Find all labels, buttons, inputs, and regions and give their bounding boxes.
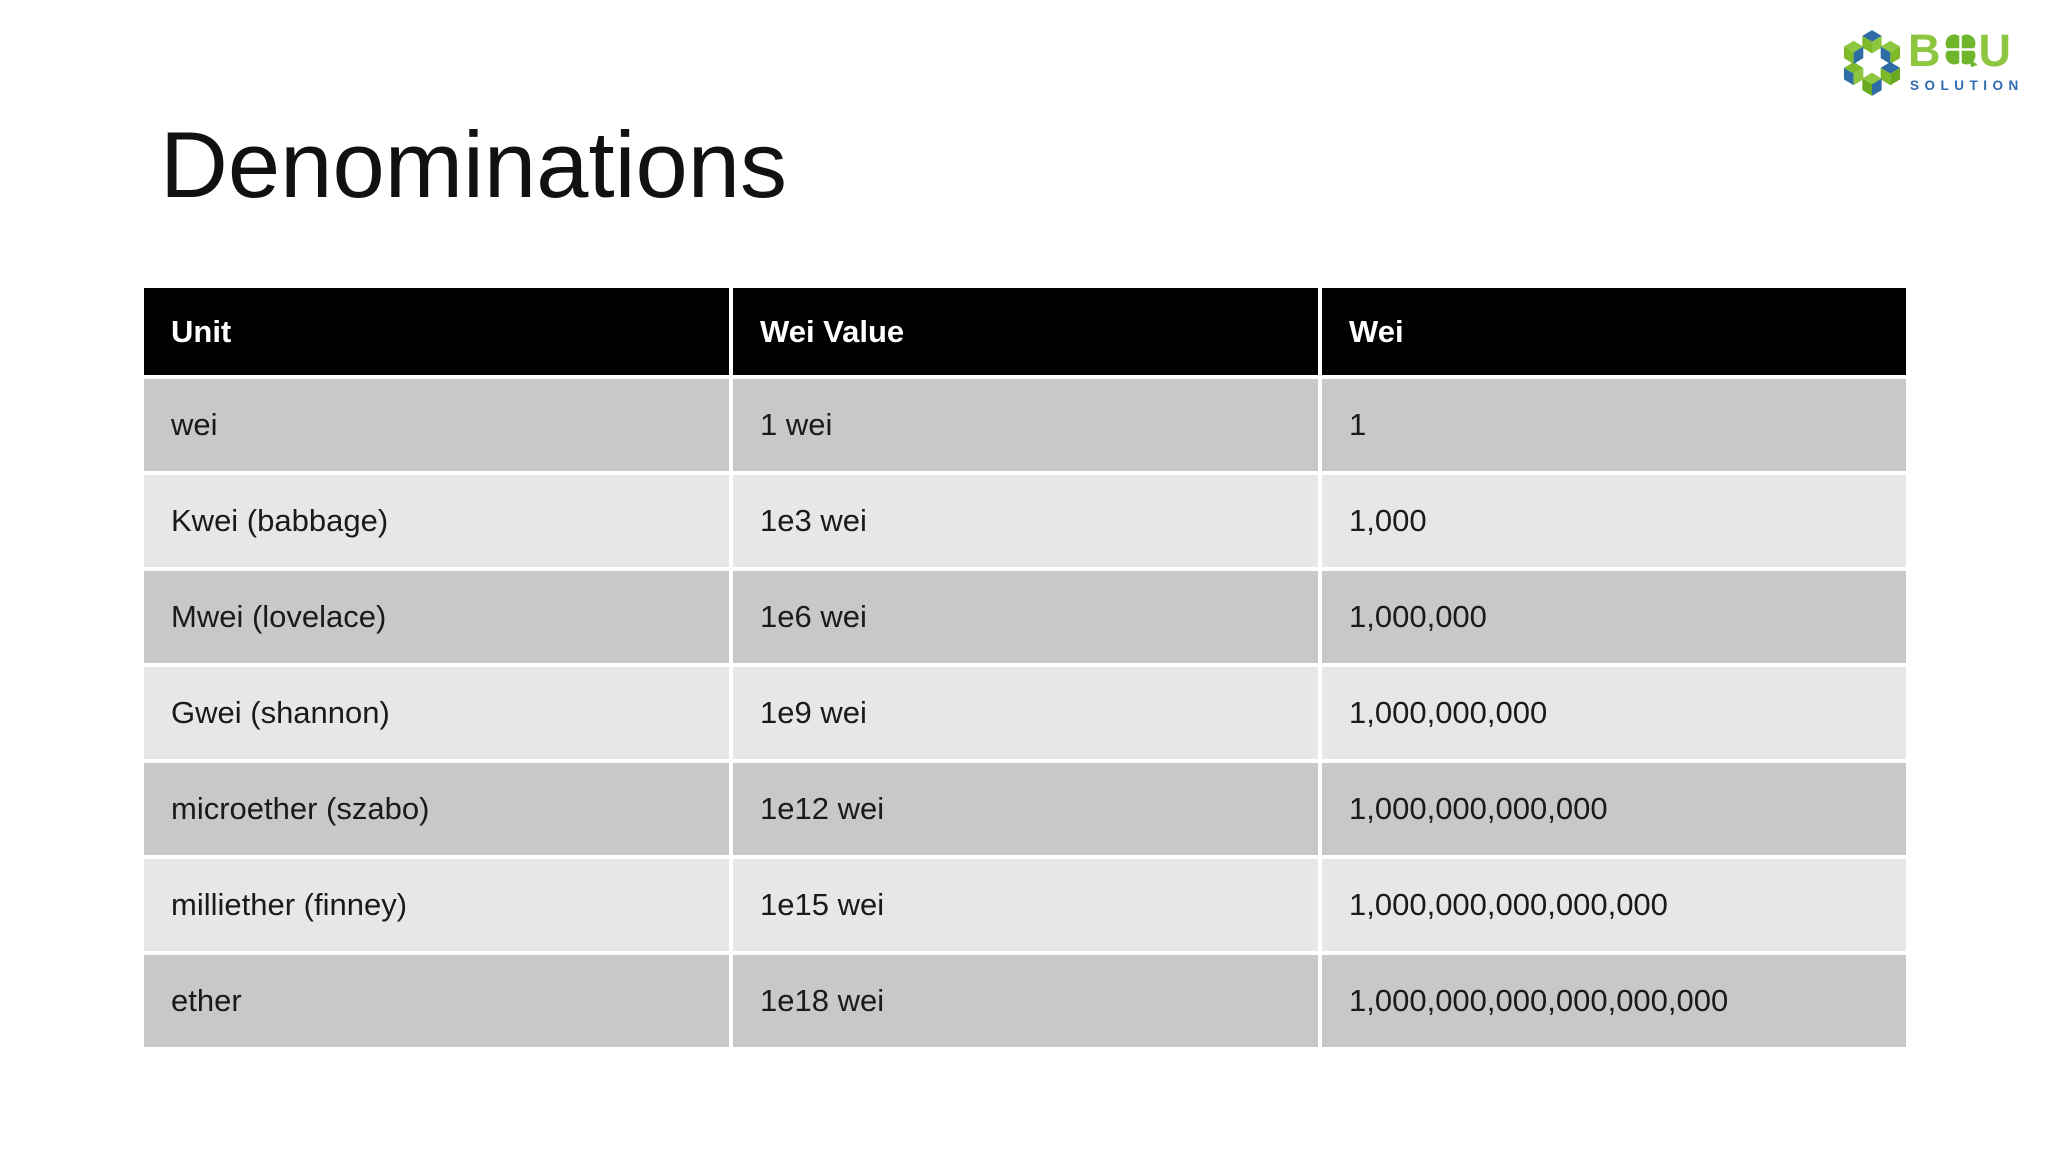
wei-value-cell: 1e18 wei (729, 951, 1322, 1051)
table-body: wei 1 wei 1 Kwei (babbage) 1e3 wei 1,000 Mwei … (140, 375, 1910, 1051)
table-row: milliether (finney) 1e15 wei 1,000,000,000… (140, 855, 1910, 955)
wei-value-cell: 1e15 wei (729, 855, 1322, 955)
wei-cell: 1,000,000,000,000,000,000 (1318, 951, 1910, 1051)
four-leaf-clover-icon (1943, 32, 1977, 68)
wei-value-cell: 1e9 wei (729, 663, 1322, 763)
unit-cell: milliether (finney) (140, 855, 733, 955)
table-row: Mwei (lovelace) 1e6 wei 1,000,000 (140, 567, 1910, 667)
column-header-wei-value: Wei Value (729, 284, 1322, 379)
unit-cell: ether (140, 951, 733, 1051)
table-row: Gwei (shannon) 1e9 wei 1,000,000,000 (140, 663, 1910, 763)
wei-cell: 1,000,000,000 (1318, 663, 1910, 763)
unit-cell: wei (140, 375, 733, 475)
hex-cube-cluster-icon (1843, 30, 1901, 96)
wei-cell: 1,000 (1318, 471, 1910, 571)
table-row: microether (szabo) 1e12 wei 1,000,000,000,… (140, 759, 1910, 859)
logo-text: B U SOLUTION (1908, 28, 2024, 93)
logo: B U SOLUTION (1843, 28, 2024, 98)
wei-value-cell: 1e6 wei (729, 567, 1322, 667)
unit-cell: microether (szabo) (140, 759, 733, 859)
wei-cell: 1,000,000 (1318, 567, 1910, 667)
table-row: wei 1 wei 1 (140, 375, 1910, 475)
logo-subtitle: SOLUTION (1910, 78, 2024, 93)
column-header-wei: Wei (1318, 284, 1910, 379)
logo-letter-b: B (1908, 25, 1941, 76)
wei-value-cell: 1e12 wei (729, 759, 1322, 859)
denominations-table: Unit Wei Value Wei wei 1 wei 1 Kwei (babbag… (140, 284, 1910, 1051)
wei-cell: 1 (1318, 375, 1910, 475)
logo-letter-u: U (1978, 25, 2012, 76)
unit-cell: Gwei (shannon) (140, 663, 733, 763)
wei-cell: 1,000,000,000,000,000 (1318, 855, 1910, 955)
table-row: Kwei (babbage) 1e3 wei 1,000 (140, 471, 1910, 571)
column-header-unit: Unit (140, 284, 733, 379)
page-title: Denominations (160, 112, 788, 217)
wei-value-cell: 1 wei (729, 375, 1322, 475)
unit-cell: Kwei (babbage) (140, 471, 733, 571)
table-row: ether 1e18 wei 1,000,000,000,000,000,000 (140, 951, 1910, 1051)
wei-value-cell: 1e3 wei (729, 471, 1322, 571)
unit-cell: Mwei (lovelace) (140, 567, 733, 667)
table-header-row: Unit Wei Value Wei (140, 284, 1910, 379)
wei-cell: 1,000,000,000,000 (1318, 759, 1910, 859)
